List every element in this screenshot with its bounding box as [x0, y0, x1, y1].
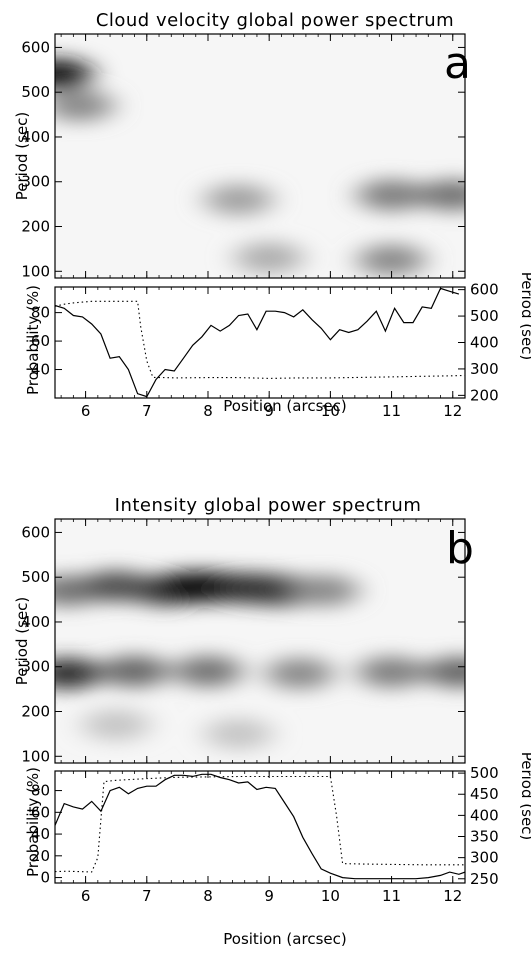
prob-a-ytick-label-40: 40: [31, 361, 50, 379]
heatmap-b-power-blob-9: [100, 655, 169, 688]
panel-b-letter: b: [446, 523, 474, 574]
prob-b-series-dotted-line: [55, 775, 465, 873]
heatmap-a-power-blob-5: [235, 241, 304, 274]
heatmap-b-power-blob-8: [55, 657, 102, 690]
prob-b-xtick-label-9: 9: [264, 887, 274, 905]
prob-b-xtick-label-10: 10: [321, 887, 340, 905]
prob-b-frame: [54, 770, 466, 884]
prob-a-y2tick-label-500: 500: [470, 307, 499, 325]
heatmap-b-power-blob-13: [424, 656, 465, 689]
heatmap-b-power-blob-11: [265, 657, 334, 690]
heatmap-a-background: [55, 34, 465, 278]
heatmap-a-image: [55, 34, 465, 278]
heatmap-b: 100 200 300 400 500 600: [21, 518, 466, 765]
panel-b-title: Intensity global power spectrum: [115, 495, 422, 516]
heatmap-a: 100 200 300 400 500 600: [21, 33, 466, 280]
heatmap-a-ytick-label-400: 400: [21, 128, 50, 146]
panel-a-title: Cloud velocity global power spectrum: [96, 10, 454, 31]
prob-b-xtick-label-7: 7: [142, 887, 152, 905]
prob-a-ylabel-left: Probability (%): [24, 285, 42, 395]
heatmap-a-power-blob-3: [357, 179, 426, 212]
prob-b-ytick-label-0: 0: [40, 869, 50, 887]
prob-b-y2tick-label-350: 350: [470, 828, 499, 846]
heatmap-b-power-blobs: [55, 570, 465, 750]
prob-a-series: [55, 287, 465, 398]
prob-a-series-dotted-line: [55, 300, 465, 379]
prob-b-ytick-label-80: 80: [31, 782, 50, 800]
prob-a-ylabel-right: Period (sec): [518, 272, 531, 361]
probability-plot-a: 6 7 8 9 10 11 12 40 60 80 200 300 400 500 600: [31, 281, 499, 420]
heatmap-b-ytick-label-500: 500: [21, 568, 50, 586]
heatmap-a-power-blob-4: [418, 179, 465, 212]
heatmap-a-ytick-label-500: 500: [21, 83, 50, 101]
heatmap-a-frame: [54, 33, 466, 279]
heatmap-a-ytick-label-200: 200: [21, 218, 50, 236]
prob-a-ytick-label-80: 80: [31, 304, 50, 322]
heatmap-b-power-blob-10: [173, 655, 242, 688]
prob-b-xtick-label-11: 11: [382, 887, 401, 905]
prob-b-xtick-label-12: 12: [443, 887, 462, 905]
heatmap-b-ylabel: Period (sec): [13, 597, 31, 686]
heatmap-b-ytick-label-600: 600: [21, 523, 50, 541]
prob-b-y2tick-label-250: 250: [470, 870, 499, 888]
prob-a-xlabel: Position (arcsec): [223, 397, 346, 415]
prob-a-y2tick-label-600: 600: [470, 281, 499, 299]
prob-b-ytick-label-20: 20: [31, 847, 50, 865]
prob-b-ytick-label-60: 60: [31, 803, 50, 821]
heatmap-a-ytick-label-100: 100: [21, 262, 50, 280]
prob-a-xtick-label-10: 10: [321, 402, 340, 420]
probability-plot-b: 6 7 8 9 10 11 12 0 20 40 60 80 250 300 350 400 450 500: [31, 764, 499, 905]
prob-b-y2tick-label-500: 500: [470, 764, 499, 782]
prob-b-ylabel-right: Period (sec): [518, 752, 531, 841]
prob-b-y2tick-label-450: 450: [470, 785, 499, 803]
prob-a-ytick-label-60: 60: [31, 332, 50, 350]
heatmap-b-frame: [54, 518, 466, 764]
prob-a-series-solid-line: [55, 287, 460, 398]
prob-a-xtick-label-11: 11: [382, 402, 401, 420]
heatmap-a-ytick-label-300: 300: [21, 173, 50, 191]
prob-a-frame: [54, 286, 466, 399]
prob-b-xtick-label-6: 6: [81, 887, 91, 905]
prob-b-series-solid-line: [55, 773, 465, 880]
heatmap-b-ytick-label-200: 200: [21, 703, 50, 721]
heatmap-a-ylabel: Period (sec): [13, 112, 31, 201]
prob-a-xtick-label-6: 6: [81, 402, 91, 420]
heatmap-b-image: [55, 519, 465, 763]
heatmap-b-power-blob-15: [204, 717, 273, 750]
prob-a-xtick-label-9: 9: [264, 402, 274, 420]
heatmap-a-power-blob-1: [55, 89, 114, 122]
prob-a-xtick-label-8: 8: [203, 402, 213, 420]
prob-a-xtick-label-7: 7: [142, 402, 152, 420]
heatmap-b-power-blob-12: [357, 656, 426, 689]
prob-a-y2tick-label-300: 300: [470, 360, 499, 378]
heatmap-a-power-blob-6: [357, 244, 426, 277]
prob-b-ylabel-left: Probability (%): [24, 767, 42, 877]
heatmap-a-ytick-label-600: 600: [21, 38, 50, 56]
prob-b-y2tick-label-300: 300: [470, 849, 499, 867]
heatmap-b-ytick-label-300: 300: [21, 658, 50, 676]
heatmap-b-ytick-label-400: 400: [21, 613, 50, 631]
heatmap-b-power-blob-7: [290, 574, 359, 607]
prob-b-series: [55, 773, 465, 880]
prob-a-y2tick-label-200: 200: [470, 386, 499, 404]
prob-a-xtick-label-12: 12: [443, 402, 462, 420]
prob-b-y2tick-label-400: 400: [470, 806, 499, 824]
heatmap-b-ytick-label-100: 100: [21, 747, 50, 765]
prob-b-xlabel: Position (arcsec): [223, 930, 346, 948]
heatmap-a-power-blob-2: [204, 183, 273, 216]
prob-b-xtick-label-8: 8: [203, 887, 213, 905]
panel-a-letter: a: [444, 38, 471, 89]
heatmap-a-power-blob-0: [55, 58, 93, 91]
prob-a-y2tick-label-400: 400: [470, 334, 499, 352]
heatmap-b-power-blob-14: [82, 708, 151, 741]
heatmap-a-power-blobs: [55, 58, 465, 277]
prob-b-ytick-label-40: 40: [31, 825, 50, 843]
